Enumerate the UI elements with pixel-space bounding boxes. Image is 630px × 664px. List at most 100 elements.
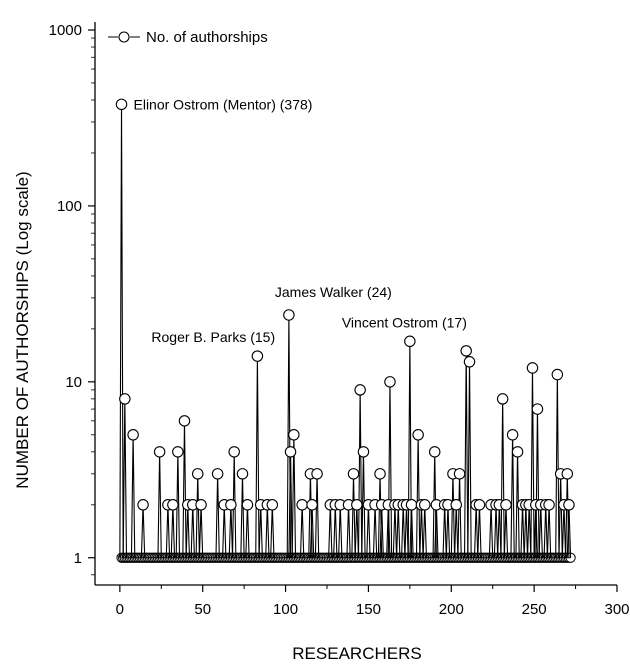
data-point	[178, 415, 191, 427]
data-spike-line	[140, 504, 146, 558]
legend: No. of authorships	[108, 29, 268, 46]
data-point	[228, 446, 240, 458]
x-tick-label: 200	[439, 601, 464, 618]
data-spike-line	[165, 504, 171, 558]
x-tick-label: 100	[273, 601, 298, 618]
y-tick-label: 10	[65, 374, 82, 391]
legend-label: No. of authorships	[146, 29, 268, 46]
data-spike-line	[404, 504, 409, 558]
x-tick-label: 300	[604, 601, 629, 618]
data-point	[354, 384, 366, 396]
data-point	[511, 446, 524, 458]
data-spike-line	[119, 104, 124, 558]
x-tick-label: 150	[356, 601, 381, 618]
data-point	[412, 429, 424, 441]
data-spike-line	[415, 434, 421, 558]
x-tick-label: 50	[194, 601, 211, 618]
data-spike-line	[520, 504, 525, 558]
data-spike-line	[442, 504, 447, 558]
data-point	[419, 499, 431, 511]
data-spike-line	[454, 504, 459, 558]
data-point	[405, 499, 418, 511]
data-point	[311, 468, 323, 480]
data-point	[450, 499, 463, 511]
data-spike-line	[396, 504, 401, 558]
data-spike-line	[450, 473, 456, 558]
data-point	[211, 468, 224, 480]
y-tick-label: 100	[57, 198, 82, 215]
data-point	[551, 368, 564, 381]
data-point	[306, 499, 318, 511]
data-spike-line	[546, 504, 552, 558]
data-spike-line	[333, 504, 338, 558]
data-spike-line	[558, 473, 563, 558]
data-spike-line	[258, 504, 263, 558]
data-spike-line	[190, 504, 195, 558]
data-point	[496, 393, 509, 405]
data-spike-line	[543, 504, 548, 558]
data-spike-line	[477, 504, 482, 558]
data-spike-line	[523, 504, 529, 558]
data-spike-line	[130, 434, 136, 558]
x-tick-label: 0	[116, 601, 124, 618]
data-point	[463, 356, 476, 368]
data-point	[506, 429, 519, 441]
legend-marker-icon	[118, 31, 130, 43]
annotation-label: Elinor Ostrom (Mentor) (378)	[134, 96, 313, 112]
x-axis-title: RESEARCHERS	[292, 644, 421, 663]
data-spike-line	[366, 504, 371, 558]
data-point	[531, 403, 544, 415]
annotation-label: James Walker (24)	[275, 284, 392, 300]
data-spike-line	[157, 451, 162, 558]
data-point	[266, 499, 279, 511]
data-spike-line	[392, 504, 398, 558]
data-point	[195, 499, 207, 511]
y-axis-title: NUMBER OF AUTHORSHIPS (Log scale)	[13, 171, 32, 488]
data-point	[283, 309, 295, 321]
annotation-layer: Elinor Ostrom (Mentor) (378) James Walker…	[134, 96, 467, 345]
data-point	[241, 499, 254, 511]
data-point	[473, 499, 486, 511]
data-spike-line	[198, 504, 204, 558]
data-spike-line	[387, 381, 393, 558]
data-spike-line	[255, 356, 260, 558]
data-point	[357, 446, 370, 458]
data-point	[460, 345, 472, 357]
data-spike-line	[182, 420, 187, 558]
x-tick-label: 250	[522, 601, 547, 618]
data-spike-line	[401, 504, 406, 558]
data-spike-line	[240, 473, 245, 558]
data-spike-line	[457, 473, 462, 558]
data-spike-line	[555, 374, 560, 558]
data-point	[284, 446, 297, 458]
data-spike-line	[500, 398, 505, 558]
data-point	[374, 468, 386, 480]
data-point	[153, 446, 166, 458]
data-spike-line	[351, 473, 356, 558]
data-point	[288, 429, 300, 441]
data-spike-line	[338, 504, 343, 558]
data-spike-line	[195, 473, 200, 558]
data-point	[115, 98, 128, 111]
data-spike-line	[445, 504, 451, 558]
data-point	[236, 468, 249, 480]
annotation-label: Vincent Ostrom (17)	[342, 314, 467, 330]
data-spike-line	[314, 473, 320, 558]
data-spike-line	[346, 504, 351, 558]
data-spike-line	[538, 504, 543, 558]
data-point	[561, 468, 574, 480]
data-point	[404, 335, 416, 348]
data-spike-line	[265, 504, 270, 558]
data-point	[137, 499, 149, 511]
data-point	[225, 499, 237, 511]
y-tick-label: 1000	[49, 22, 82, 39]
data-spike-line	[419, 504, 424, 558]
data-spike-line	[222, 504, 227, 558]
data-spike-line	[467, 361, 472, 558]
data-point	[191, 468, 204, 480]
data-point	[453, 468, 466, 480]
data-spike-line	[535, 409, 540, 558]
data-spike-line	[170, 504, 176, 558]
data-point	[127, 429, 139, 441]
